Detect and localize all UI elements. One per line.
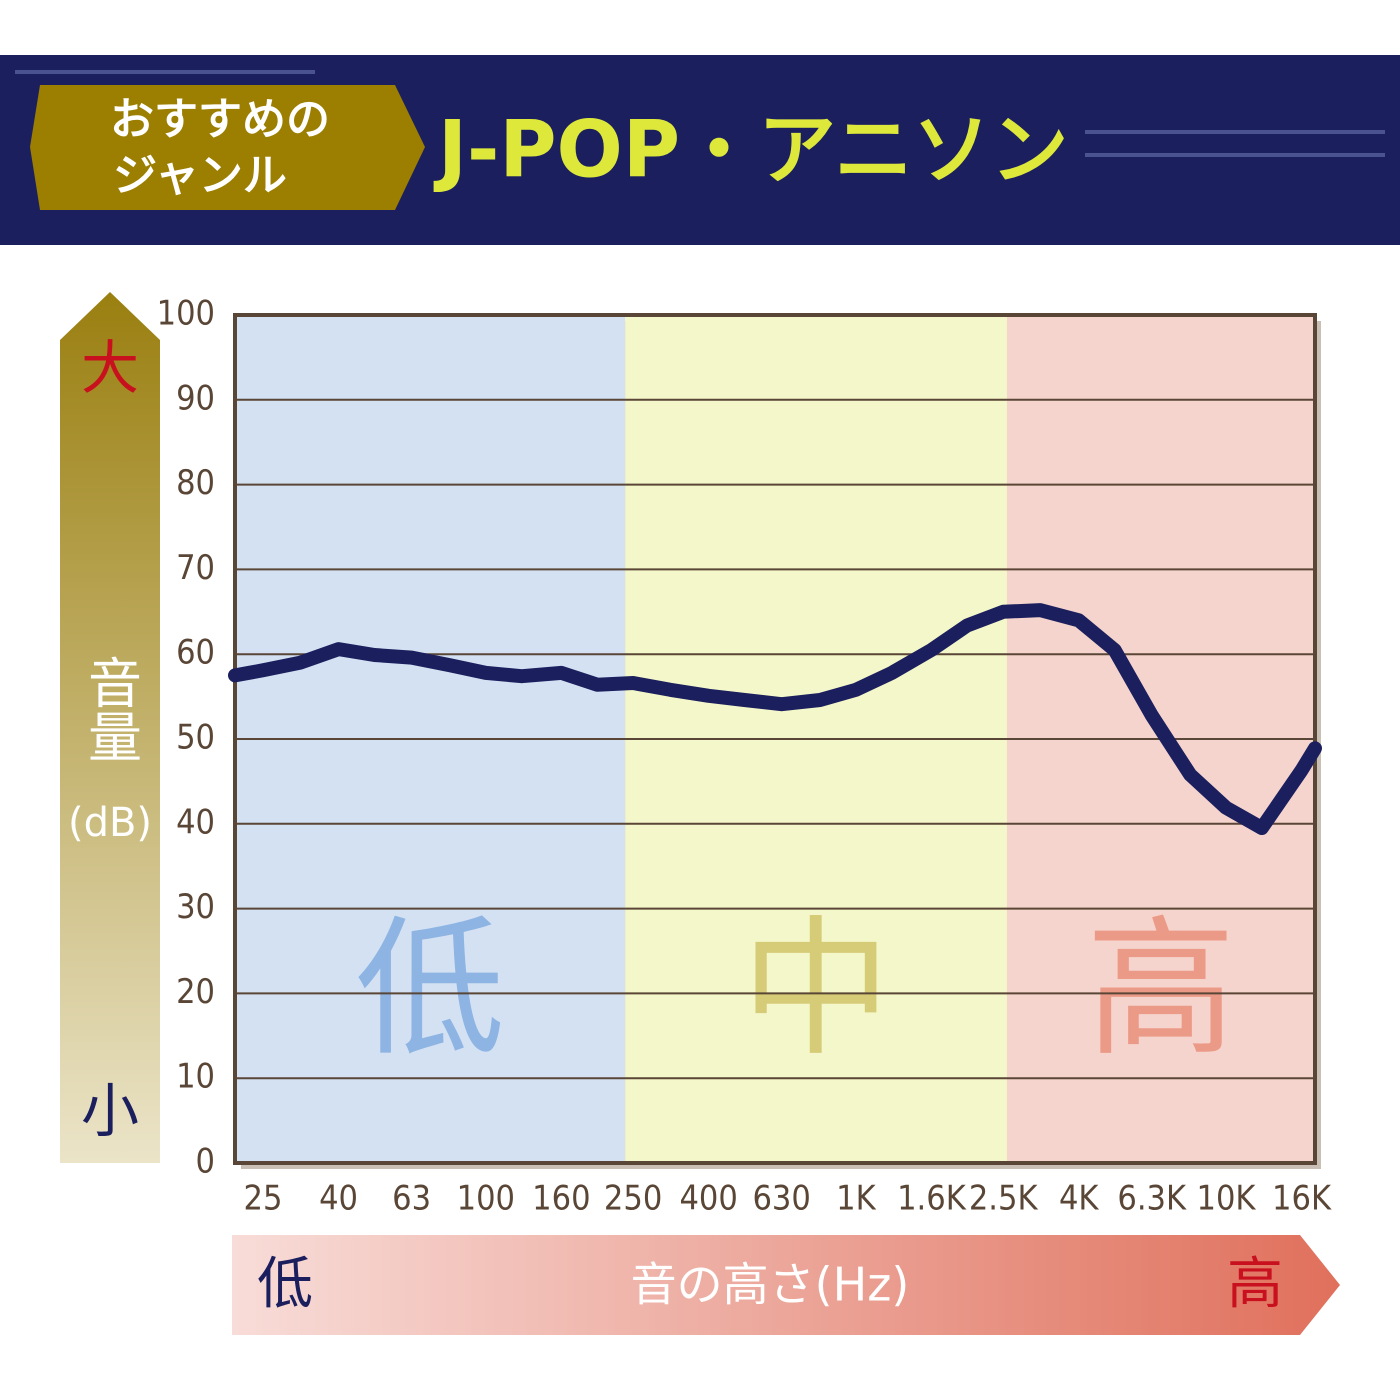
band-label: 中 [741,903,891,1077]
y-tick-label: 100 [157,294,215,334]
badge [30,85,425,210]
x-tick-label: 400 [679,1179,737,1219]
y-tick-label: 0 [196,1142,215,1182]
x-tick-label: 250 [604,1179,662,1219]
y-axis-label: 音量 [79,655,142,763]
badge-text: おすすめの [110,94,330,145]
y-axis-unit: (dB) [68,800,152,846]
band-label: 低 [355,903,505,1077]
x-tick-label: 630 [752,1179,810,1219]
y-bottom-label: 小 [81,1077,139,1145]
x-low-label: 低 [257,1252,313,1317]
x-axis-label: 音の高さ(Hz) [631,1258,910,1312]
x-tick-label: 6.3K [1117,1179,1187,1219]
y-tick-label: 10 [176,1057,215,1097]
y-top-label: 大 [81,334,139,402]
band-label: 高 [1086,903,1236,1077]
x-tick-label: 63 [392,1179,431,1219]
y-tick-label: 80 [176,463,215,503]
x-tick-label: 40 [319,1179,358,1219]
x-tick-label: 2.5K [969,1179,1039,1219]
x-tick-label: 10K [1196,1179,1256,1219]
x-tick-label: 1.6K [897,1179,967,1219]
response-line [228,603,1322,835]
x-tick-label: 25 [244,1179,283,1219]
x-tick-label: 160 [532,1179,590,1219]
y-tick-label: 20 [176,972,215,1012]
plot: 低 中 高 0 10 20 30 40 50 60 70 80 90 100 25 40 63 100 160 250… [157,294,1332,1219]
x-tick-label: 1K [836,1179,876,1219]
y-tick-label: 90 [176,378,215,418]
y-tick-label: 60 [176,633,215,673]
y-tick-label: 70 [176,548,215,588]
x-arrow [232,1235,1340,1335]
header-decor [15,70,1385,157]
x-tick-label: 16K [1272,1179,1332,1219]
y-arrow [60,292,160,1163]
x-tick-label: 100 [457,1179,515,1219]
y-tick-label: 50 [176,718,215,758]
frame [233,313,1317,1165]
title: J-POP・アニソン [433,105,1068,195]
x-high-label: 高 [1227,1252,1283,1317]
badge-text: ジャンル [113,150,287,201]
x-tick-label: 4K [1059,1179,1099,1219]
y-tick-label: 40 [176,802,215,842]
y-tick-label: 30 [176,887,215,927]
